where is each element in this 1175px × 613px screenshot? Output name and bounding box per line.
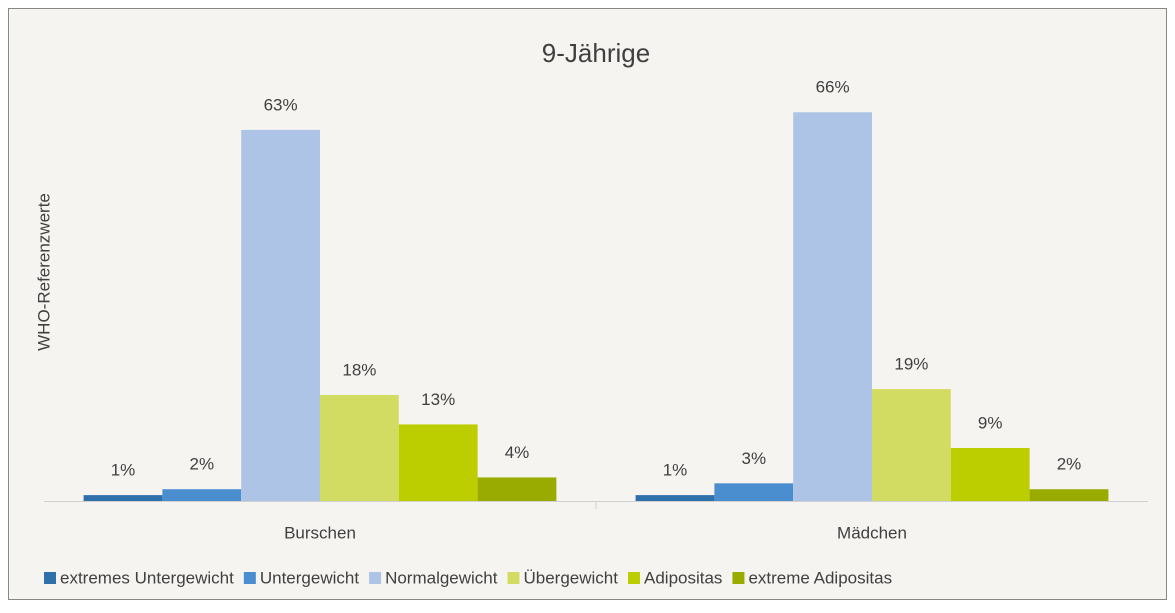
bar (635, 495, 715, 501)
x-tick-label: Mädchen (837, 523, 907, 542)
data-label: 63% (264, 95, 298, 114)
y-axis-label: WHO-Referenzwerte (34, 193, 53, 351)
legend-label: Adipositas (644, 568, 722, 587)
data-label: 3% (742, 449, 767, 468)
legend-label: Untergewicht (260, 568, 359, 587)
bar (241, 129, 320, 501)
legend-swatch (507, 572, 520, 584)
legend-label: extremes Untergewicht (60, 568, 234, 587)
data-label: 2% (1057, 455, 1082, 474)
legend-swatch (44, 572, 56, 584)
data-label: 19% (894, 355, 928, 374)
data-label: 2% (190, 455, 215, 474)
chart-title: 9-Jährige (542, 38, 650, 68)
legend-swatch (243, 572, 256, 584)
legend-swatch (628, 572, 640, 584)
bar (83, 495, 163, 501)
data-label: 1% (111, 461, 136, 480)
bar (872, 389, 951, 501)
legend-label: Übergewicht (524, 568, 619, 587)
bar (398, 424, 478, 501)
x-tick-label: Burschen (284, 523, 356, 542)
legend-swatch (732, 572, 745, 584)
data-label: 18% (342, 360, 376, 379)
data-label: 66% (816, 78, 850, 97)
legend-swatch (369, 572, 382, 584)
bar (477, 477, 557, 501)
data-label: 13% (421, 390, 455, 409)
bar (320, 394, 399, 501)
bar (1029, 489, 1109, 501)
legend-label: Normalgewicht (385, 568, 498, 587)
bar (714, 483, 794, 501)
data-label: 1% (663, 461, 688, 480)
bar (950, 447, 1030, 501)
bar (793, 112, 872, 501)
bar (162, 489, 242, 501)
chart-frame (8, 8, 1167, 600)
data-label: 9% (978, 413, 1003, 432)
data-label: 4% (505, 443, 530, 462)
legend-label: extreme Adipositas (748, 568, 892, 587)
